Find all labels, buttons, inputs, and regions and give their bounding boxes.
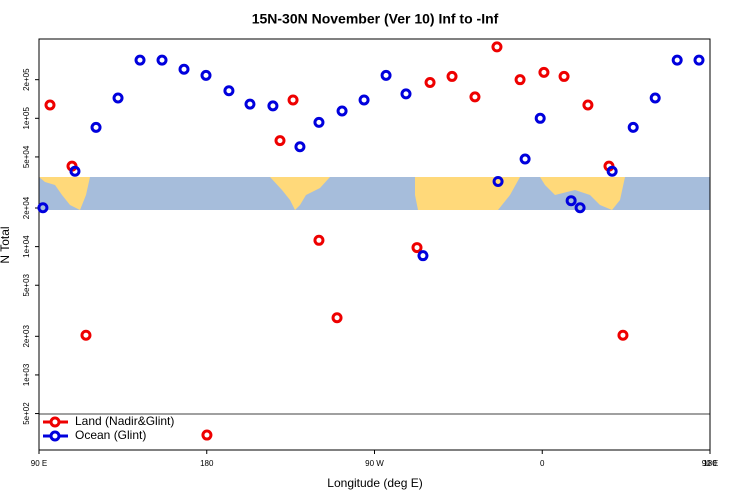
- point: [274, 135, 286, 147]
- point: [693, 54, 705, 66]
- point: [491, 41, 503, 53]
- y-tick-label: 2e+05: [22, 68, 31, 91]
- y-axis-label: N Total: [0, 226, 12, 263]
- point: [358, 94, 370, 106]
- point: [606, 165, 618, 177]
- y-tick-label: 2e+04: [22, 196, 31, 219]
- point: [80, 329, 92, 341]
- point: [519, 153, 531, 165]
- point: [417, 250, 429, 262]
- y-tick-label: 5e+04: [22, 145, 31, 168]
- legend-marker: [49, 430, 61, 442]
- point: [267, 100, 279, 112]
- point: [244, 98, 256, 110]
- point: [565, 195, 577, 207]
- land-area: [270, 177, 330, 210]
- point: [200, 69, 212, 81]
- point: [492, 175, 504, 187]
- plot-frame: [38, 38, 711, 451]
- point: [534, 112, 546, 124]
- land-area: [540, 177, 625, 210]
- x-tick-label: 180: [703, 459, 717, 468]
- point: [294, 141, 306, 153]
- x-tick-label: 0: [540, 459, 545, 468]
- point: [178, 63, 190, 75]
- chart-title: 15N-30N November (Ver 10) Inf to -Inf: [252, 11, 499, 27]
- land-area: [415, 177, 520, 210]
- point: [514, 74, 526, 86]
- point: [424, 77, 436, 89]
- point: [582, 99, 594, 111]
- point: [400, 88, 412, 100]
- x-tick-label: 90 E: [702, 459, 718, 468]
- point: [671, 54, 683, 66]
- point: [44, 99, 56, 111]
- y-tick-label: 1e+03: [22, 363, 31, 386]
- y-tick-label: 2e+03: [22, 325, 31, 348]
- point: [574, 202, 586, 214]
- point: [617, 329, 629, 341]
- point: [287, 94, 299, 106]
- y-tick-label: 5e+02: [22, 402, 31, 425]
- x-axis-label: Longitude (deg E): [327, 476, 422, 490]
- point: [558, 70, 570, 82]
- x-tick-label: 180: [200, 459, 214, 468]
- point: [112, 92, 124, 104]
- point: [223, 85, 235, 97]
- point: [313, 234, 325, 246]
- point: [380, 69, 392, 81]
- point: [649, 92, 661, 104]
- y-tick-label: 1e+04: [22, 235, 31, 258]
- point: [201, 429, 213, 441]
- point: [446, 70, 458, 82]
- point: [411, 242, 423, 254]
- point: [627, 121, 639, 133]
- legend-label: Land (Nadir&Glint): [75, 414, 174, 428]
- legend-marker: [49, 416, 61, 428]
- point: [90, 121, 102, 133]
- point: [134, 54, 146, 66]
- x-tick-label: 90 E: [31, 459, 47, 468]
- land-area: [39, 177, 90, 210]
- legend-label: Ocean (Glint): [75, 428, 146, 442]
- map-band: [39, 177, 710, 210]
- point: [69, 165, 81, 177]
- point: [331, 312, 343, 324]
- x-tick-label: 90 W: [365, 459, 384, 468]
- y-tick-label: 1e+05: [22, 107, 31, 130]
- point: [336, 105, 348, 117]
- point: [469, 91, 481, 103]
- y-tick-label: 5e+03: [22, 273, 31, 296]
- point: [538, 66, 550, 78]
- point: [313, 116, 325, 128]
- point: [156, 54, 168, 66]
- point: [37, 202, 49, 214]
